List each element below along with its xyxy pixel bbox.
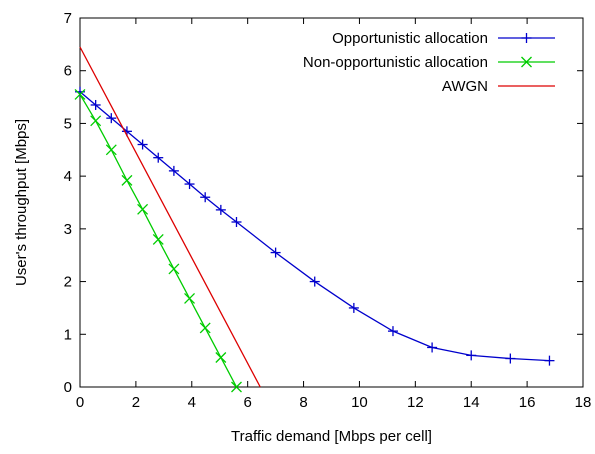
series-line: [79, 94, 238, 388]
data-point-cross: [184, 292, 196, 304]
data-point-plus: [348, 302, 359, 313]
data-point-cross: [105, 144, 117, 156]
chart-legend: Opportunistic allocation Non-opportunisti…: [303, 30, 555, 95]
data-point-plus: [387, 326, 398, 337]
data-point-plus: [231, 217, 242, 228]
data-point-plus: [309, 276, 320, 287]
x-axis-label: Traffic demand [Mbps per cell]: [231, 428, 432, 445]
data-point-cross: [168, 263, 180, 275]
series-line: [79, 91, 550, 362]
x-tick-label: 16: [519, 394, 536, 411]
data-point-cross: [521, 56, 532, 68]
data-point-cross: [231, 381, 242, 393]
y-axis-label: User's throughput [Mbps]: [13, 119, 30, 286]
x-tick-label: 2: [132, 394, 140, 411]
series-2: [79, 46, 261, 388]
data-point-cross: [121, 174, 133, 186]
data-point-plus: [466, 350, 477, 361]
series-layer: [74, 46, 555, 393]
y-tick-label: 3: [64, 221, 72, 238]
y-tick-label: 5: [64, 115, 72, 132]
x-tick-label: 8: [299, 394, 307, 411]
data-point-cross: [90, 115, 102, 127]
data-point-plus: [137, 139, 148, 150]
y-tick-label: 4: [64, 168, 72, 185]
y-tick-label: 7: [64, 10, 72, 27]
data-point-cross: [215, 352, 227, 363]
x-tick-label: 12: [407, 394, 424, 411]
data-point-cross: [74, 88, 86, 100]
data-point-plus: [106, 113, 117, 124]
data-point-plus: [505, 353, 516, 364]
data-point-plus: [200, 192, 211, 203]
data-point-plus: [521, 33, 532, 43]
legend-label: Non-opportunistic allocation: [303, 54, 488, 71]
data-point-plus: [168, 165, 179, 176]
data-point-plus: [153, 152, 164, 163]
data-point-plus: [90, 99, 101, 110]
x-tick-label: 18: [575, 394, 592, 411]
data-point-cross: [137, 203, 149, 215]
legend-label: AWGN: [442, 78, 488, 95]
x-tick-label: 6: [243, 394, 251, 411]
x-tick-label: 4: [188, 394, 196, 411]
data-point-plus: [215, 204, 226, 215]
data-point-plus: [427, 342, 438, 353]
y-tick-label: 0: [64, 379, 72, 396]
legend-label: Opportunistic allocation: [332, 30, 488, 47]
series-0: [75, 86, 555, 366]
plot-frame: [79, 17, 584, 388]
series-1: [74, 88, 242, 393]
data-point-plus: [270, 247, 281, 258]
y-tick-label: 2: [64, 274, 72, 291]
x-tick-label: 14: [463, 394, 480, 411]
y-tick-label: 6: [64, 63, 72, 80]
data-point-cross: [199, 322, 211, 334]
x-tick-label: 10: [351, 394, 368, 411]
data-point-plus: [184, 179, 195, 190]
y-tick-label: 1: [64, 326, 72, 343]
data-point-plus: [544, 355, 555, 366]
series-line: [79, 46, 261, 388]
x-tick-label: 0: [76, 394, 84, 411]
data-point-cross: [152, 233, 164, 245]
